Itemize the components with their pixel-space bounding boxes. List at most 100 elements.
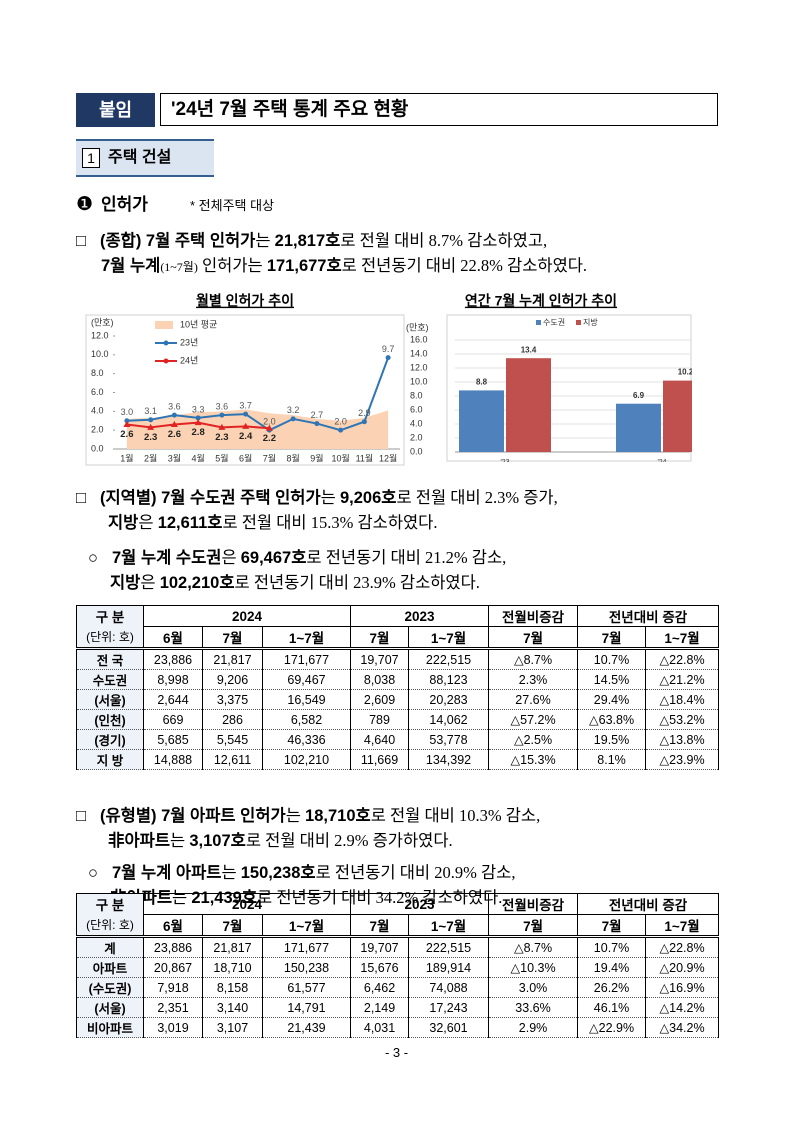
marker <box>124 418 130 424</box>
y-tick-label: 6.0 <box>410 404 423 414</box>
table-cell: 69,467 <box>261 669 352 690</box>
table-cell: 3.0% <box>488 977 579 998</box>
header-cell: 7월 <box>577 626 647 650</box>
text-run: 로 전월 대비 2.3% 증가, <box>396 488 558 507</box>
legend-label: 수도권 <box>543 317 565 327</box>
table-cell: 5,545 <box>202 729 263 750</box>
table-cell: 14.5% <box>577 669 647 690</box>
table-cell: 29.4% <box>577 689 647 710</box>
legend-swatch <box>536 320 541 325</box>
table-cell: 286 <box>202 709 263 730</box>
x-tick-label: 6월 <box>239 452 252 463</box>
text-run: 는 <box>285 806 306 825</box>
table-cell: △57.2% <box>488 709 579 730</box>
table-cell: △63.8% <box>577 709 647 730</box>
text-run: 로 전년동기 대비 20.9% 감소, <box>315 863 516 882</box>
table-cell: 23,886 <box>143 936 203 958</box>
data-label: 2.8 <box>192 427 205 438</box>
paragraph-line: 지방은 12,611호로 전월 대비 15.3% 감소하였다. <box>108 510 437 536</box>
data-label: 10.2 <box>678 368 692 377</box>
table: 구 분 2024 2023 전월비증감 전년대비 증감 (단위: 호) 6월 7월 1~7월 7월… <box>76 605 720 770</box>
table-cell: 3,019 <box>143 1017 203 1038</box>
data-label: 2.2 <box>263 433 276 444</box>
data-label: 2.6 <box>120 429 133 440</box>
table-cell: △53.2% <box>645 709 720 730</box>
marker <box>148 417 154 423</box>
section-number: 1 <box>82 148 100 168</box>
header-cell: 2024 <box>142 893 352 915</box>
table-row: 지 방 14,888 12,611 102,210 11,669 134,392 △15.3… <box>76 749 720 770</box>
x-tick-label: 4월 <box>191 452 204 463</box>
table-cell: 222,515 <box>408 648 490 670</box>
table-cell: △22.9% <box>577 1017 647 1038</box>
table-row: 계 23,886 21,817 171,677 19,707 222,515 △8.7% 10… <box>76 936 720 958</box>
text-run: 102,210호 <box>159 574 235 592</box>
legend-swatch <box>163 358 169 364</box>
header-row: (단위: 호) 6월 7월 1~7월 7월 1~7월 7월 7월 1~7월 <box>76 914 720 938</box>
table-cell: 27.6% <box>488 689 579 710</box>
table-cell: 150,238 <box>261 957 352 978</box>
data-label: 2.3 <box>215 432 228 443</box>
table-cell: 3,140 <box>202 997 263 1018</box>
data-label: 6.9 <box>633 391 645 400</box>
text-run: 로 전월 대비 15.3% 감소하였다. <box>222 513 438 532</box>
marker <box>385 355 391 361</box>
table-cell: 2,149 <box>350 997 410 1018</box>
header-cell: 1~7월 <box>408 914 490 938</box>
paragraph-line: 지방은 102,210호로 전년동기 대비 23.9% 감소하였다. <box>110 570 480 596</box>
table-cell: 33.6% <box>488 997 579 1018</box>
table-cell: 19,707 <box>350 936 410 958</box>
table-cell: 669 <box>143 709 203 730</box>
chart: 월별 인허가 추이 (만호) 0.0 2.0 4.0 6.0 8.0 10.0 12.0 1월 2월… <box>85 293 405 466</box>
header-cell: 1~7월 <box>408 626 490 650</box>
text-run: 은 <box>221 548 241 567</box>
header-cell: 전월비증감 <box>488 893 579 915</box>
legend-label: 10년 평균 <box>180 319 217 329</box>
data-label: 3.7 <box>239 401 252 411</box>
table: 구 분 2024 2023 전월비증감 전년대비 증감 (단위: 호) 6월 7월 1~7월 7월… <box>76 893 720 1038</box>
table-cell: 171,677 <box>261 648 352 670</box>
table-cell: 2.3% <box>488 669 579 690</box>
chart-border <box>85 314 405 466</box>
legend-swatch <box>576 320 581 325</box>
text-run: 171,677호 <box>266 257 342 275</box>
y-tick-label: 10.0 <box>91 349 109 359</box>
table-cell: 18,710 <box>202 957 263 978</box>
table-cell: △22.8% <box>645 936 720 958</box>
text-run: 로 전월 대비 8.7% 감소하였고, <box>340 231 548 250</box>
header-row: 구 분 2024 2023 전월비증감 전년대비 증감 <box>76 605 720 627</box>
table-cell: 171,677 <box>261 936 352 958</box>
table-cell: 20,867 <box>143 957 203 978</box>
table-cell: 16,549 <box>261 689 352 710</box>
table-cell: 10.7% <box>577 936 647 958</box>
text-run: 7월 누계 수도권 <box>112 549 222 567</box>
table-cell: 23,886 <box>143 648 203 670</box>
text-run: 는 <box>221 863 241 882</box>
table-row: 전 국 23,886 21,817 171,677 19,707 222,515 △8.7%… <box>76 648 720 670</box>
paragraph-line: (유형별) 7월 아파트 인허가는 18,710호로 전월 대비 10.3% 감… <box>100 803 540 829</box>
table-cell: △21.2% <box>645 669 720 690</box>
text-run: 9,206호 <box>339 489 397 507</box>
data-label: 3.6 <box>168 401 181 411</box>
table-cell: △2.5% <box>488 729 579 750</box>
table-cell: 9,206 <box>202 669 263 690</box>
data-label: 2.0 <box>263 417 276 427</box>
data-label: 9.7 <box>382 344 395 354</box>
text-run: 18,710호 <box>305 807 371 825</box>
header-row: 구 분 2024 2023 전월비증감 전년대비 증감 <box>76 893 720 915</box>
page-number: - 3 - <box>384 1045 409 1060</box>
marker <box>218 423 226 430</box>
table-row: (서울) 2,351 3,140 14,791 2,149 17,243 33.6% 46.1… <box>76 997 720 1018</box>
header-cell: 전년대비 증감 <box>577 605 720 627</box>
paragraph-line: 非아파트는 3,107호로 전월 대비 2.9% 증가하였다. <box>108 828 453 854</box>
x-tick-label: 12월 <box>379 452 397 463</box>
y-axis-label: (만호) <box>91 317 114 327</box>
y-tick-label: 2.0 <box>91 425 104 435</box>
table-cell: 19.4% <box>577 957 647 978</box>
section-heading: 1 주택 건설 <box>76 139 214 177</box>
text-run: 지방 <box>108 514 139 532</box>
table-cell: 102,210 <box>261 749 352 770</box>
text-run: 로 전월 대비 2.9% 증가하였다. <box>245 831 453 850</box>
table-cell: 14,062 <box>408 709 490 730</box>
table-cell: △23.9% <box>645 749 720 770</box>
